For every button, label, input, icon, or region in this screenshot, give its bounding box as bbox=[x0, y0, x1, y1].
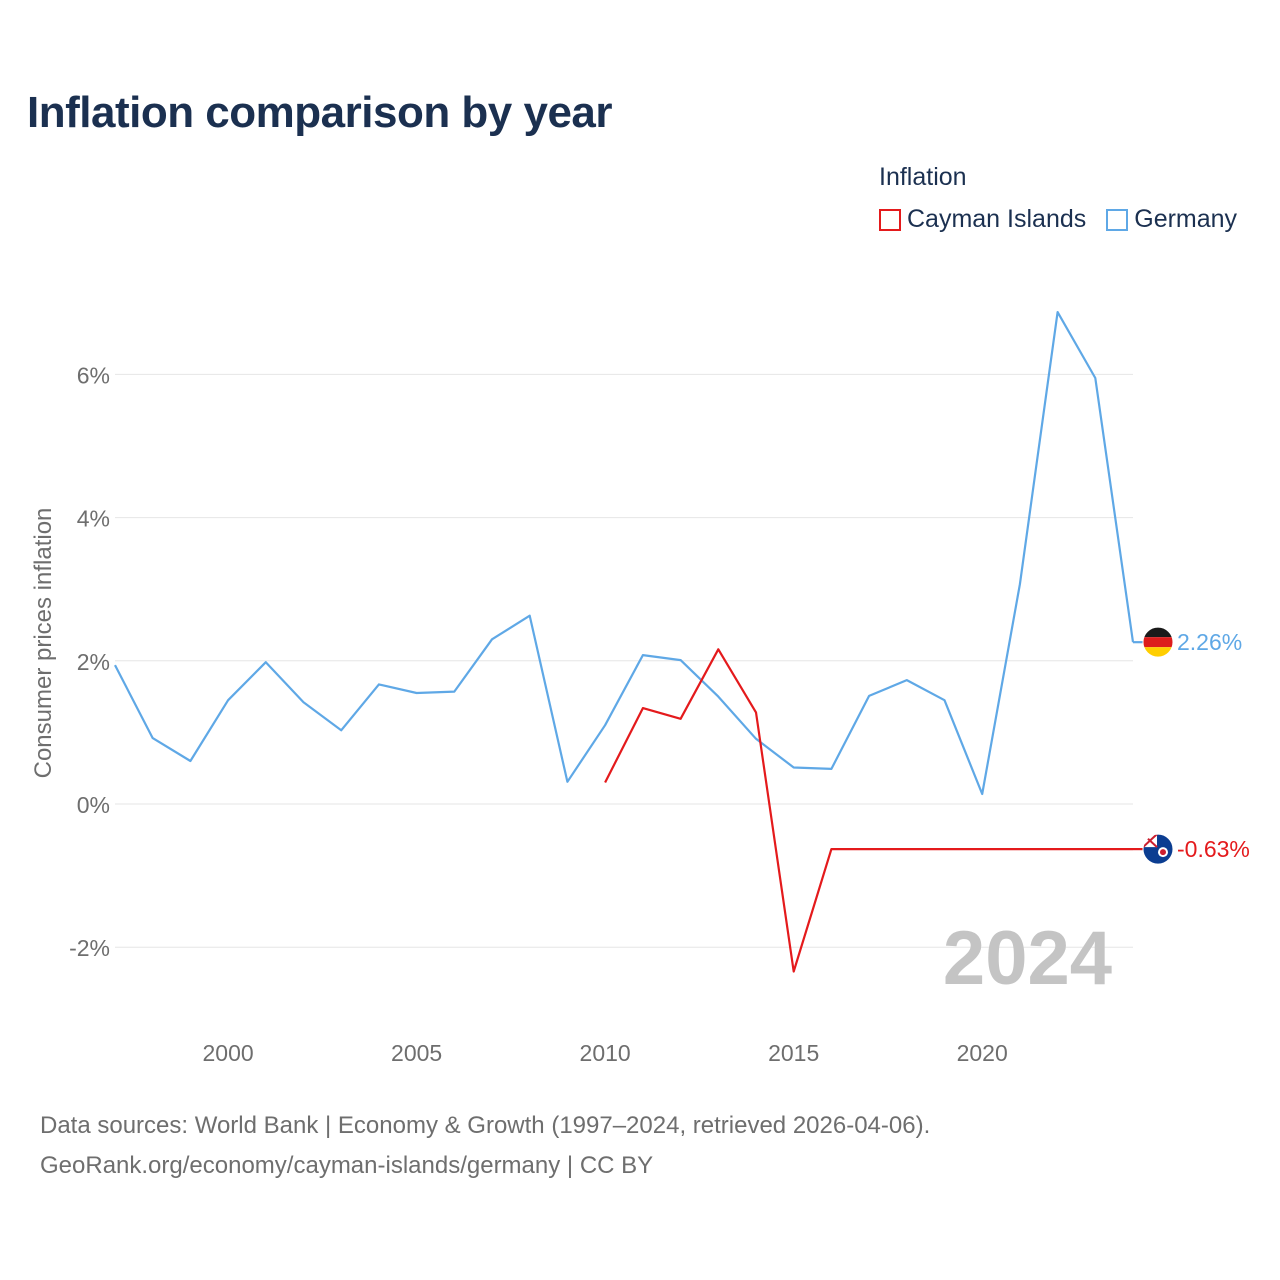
line-chart: -2% 0% 2% 4% 6% 2000 2005 2010 2015 2020 Consume… bbox=[30, 311, 1250, 1066]
gridlines bbox=[115, 373, 1133, 948]
legend-swatch-germany bbox=[1106, 208, 1129, 231]
end-value-label-germany: 2.26% bbox=[1177, 629, 1242, 655]
legend-label-cayman-islands: Cayman Islands bbox=[907, 205, 1087, 233]
chart-title: Inflation comparison by year bbox=[27, 88, 613, 137]
footer-link[interactable]: GeoRank.org/economy/cayman-islands/germa… bbox=[40, 1152, 654, 1179]
end-markers: 2.26% -0.63% bbox=[1133, 626, 1250, 865]
legend-label-germany: Germany bbox=[1134, 205, 1238, 233]
y-tick-label: 6% bbox=[77, 362, 110, 388]
x-tick-label: 2000 bbox=[203, 1040, 254, 1066]
y-axis-label: Consumer prices inflation bbox=[30, 508, 57, 779]
flag-icon-germany bbox=[1142, 626, 1174, 658]
year-watermark: 2024 bbox=[943, 916, 1112, 1001]
series-lines bbox=[114, 311, 1135, 973]
legend-item-cayman-islands[interactable]: Cayman Islands bbox=[879, 205, 1086, 234]
flag-icon-cayman-islands bbox=[1142, 833, 1174, 865]
legend-item-germany[interactable]: Germany bbox=[1106, 205, 1237, 234]
legend-swatch-cayman-islands bbox=[879, 208, 901, 231]
footer-sources: Data sources: World Bank | Economy & Gro… bbox=[40, 1112, 931, 1139]
y-tick-label: 4% bbox=[77, 506, 110, 532]
footer: Data sources: World Bank | Economy & Gro… bbox=[40, 1106, 930, 1186]
legend-title: Inflation bbox=[879, 163, 967, 191]
x-tick-label: 2010 bbox=[580, 1040, 631, 1066]
legend: Cayman Islands Germany bbox=[879, 205, 1237, 234]
x-axis-ticks: 2000 2005 2010 2015 2020 bbox=[203, 1040, 1008, 1066]
series-line-cayman-islands[interactable] bbox=[604, 648, 1133, 973]
y-tick-label: 0% bbox=[77, 792, 110, 818]
y-tick-label: -2% bbox=[69, 935, 110, 961]
x-tick-label: 2015 bbox=[768, 1040, 819, 1066]
end-value-label-cayman-islands: -0.63% bbox=[1177, 836, 1250, 862]
x-tick-label: 2005 bbox=[391, 1040, 442, 1066]
y-tick-label: 2% bbox=[77, 649, 110, 675]
y-axis-ticks: -2% 0% 2% 4% 6% bbox=[69, 362, 110, 961]
series-line-germany[interactable] bbox=[114, 311, 1135, 796]
x-tick-label: 2020 bbox=[957, 1040, 1008, 1066]
